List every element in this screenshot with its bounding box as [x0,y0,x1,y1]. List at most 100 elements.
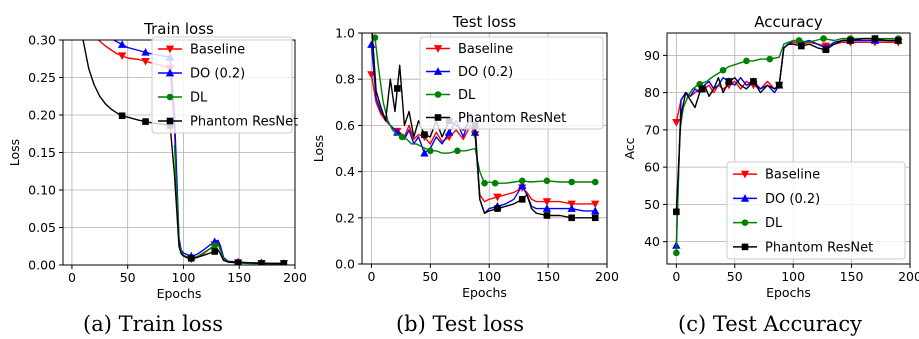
caption-test-accuracy: (c) Test Accuracy [678,312,862,336]
data-point [393,128,402,136]
data-point [518,177,526,185]
data-point [518,196,526,203]
x-tick-label: 100 [477,269,501,284]
x-tick-label: 50 [120,270,136,285]
y-axis-label: Loss [311,135,326,162]
data-point [822,46,830,54]
y-tick-label: 0.10 [28,183,56,198]
data-point [454,147,461,155]
chart-train-loss: 0 50 100 150 200 0.00 0.05 0.10 0.15 0.20 0.25 0.30… [7,20,307,301]
series-line-do-0-2- [112,40,284,265]
x-axis-label: Epochs [462,285,507,300]
data-point [394,85,401,92]
data-point [398,133,406,141]
legend-label: DO (0.2) [190,67,245,82]
y-tick-label: 90 [644,48,660,63]
data-point [420,148,429,157]
chart-title: Train loss [143,20,214,38]
data-point [141,57,150,66]
x-tick-label: 150 [840,269,864,284]
data-point [117,52,127,60]
y-tick-label: 0.4 [335,164,355,179]
x-tick-label: 150 [227,270,251,285]
legend-label: DL [765,216,783,231]
data-point [591,200,600,209]
data-point [211,242,218,249]
data-point [567,204,576,212]
data-point [444,128,454,136]
data-point [673,249,680,257]
x-tick-label: 0 [367,269,375,284]
legend-marker [740,194,750,202]
data-point [568,214,575,222]
chart-title: Accuracy [754,13,823,31]
x-tick-label: 0 [68,270,76,285]
data-point [775,81,783,89]
y-tick-label: 0.0 [335,257,355,272]
x-tick-label: 0 [672,269,680,284]
data-point [766,55,774,63]
legend-label: Baseline [765,168,820,183]
legend-label: Phantom ResNet [458,111,566,126]
legend-label: DL [458,88,476,103]
data-point [211,248,218,255]
legend-marker [165,68,175,77]
x-tick-label: 50 [422,269,438,284]
data-point [234,259,242,265]
legend-marker [740,170,750,179]
x-tick-label: 100 [172,270,196,285]
legend-marker [433,45,443,53]
legend: Baseline DO (0.2) DL Phantom ResNet [419,36,604,130]
data-point [719,66,727,74]
data-point [798,42,805,50]
legend-label: DO (0.2) [765,192,820,207]
data-point [142,118,149,125]
data-point [543,212,551,219]
data-point [568,178,575,186]
x-tick-label: 200 [595,269,619,284]
legend-marker [166,117,174,125]
caption-test-loss: (b) Test loss [396,312,524,336]
legend-label: Baseline [458,42,513,57]
data-point [368,18,375,25]
y-axis-label: Loss [7,139,22,166]
legend-marker [166,93,174,101]
series-group [672,35,903,257]
caption-train-loss: (a) Train loss [83,312,223,336]
y-tick-label: 0.05 [28,220,56,235]
legend-marker [741,219,749,226]
data-point [725,78,733,85]
x-tick-label: 200 [898,269,919,284]
legend-label: Baseline [190,43,245,58]
series-line-dl [173,144,284,265]
data-point [698,85,706,93]
legend: Baseline DO (0.2) DL Phantom ResNet [151,36,298,134]
data-point [118,112,126,120]
data-point [117,40,127,48]
data-point [491,179,499,187]
data-point [543,177,551,185]
chart-accuracy: 0 50 100 150 200 40 50 60 70 80 90 Accuracy Epochs Ac… [622,13,919,300]
data-point [743,57,750,65]
series-line-phantom-resnet [371,33,596,219]
data-point [847,37,854,44]
x-tick-label: 50 [727,269,743,284]
legend-label: Phantom ResNet [190,115,298,130]
legend: Baseline DO (0.2) DL Phantom ResNet [726,161,906,260]
y-tick-label: 0.20 [28,108,56,123]
y-tick-label: 0.30 [28,33,56,48]
legend-marker [433,67,443,75]
y-axis-label: Acc [622,137,637,159]
legend-marker [165,45,175,54]
data-point [591,206,600,215]
y-tick-label: 0.00 [28,258,56,273]
data-point [493,193,502,202]
data-point [481,179,488,187]
x-axis-label: Epochs [157,286,202,301]
data-point [895,37,902,44]
y-tick-label: 60 [644,160,660,175]
y-tick-label: 0.2 [335,210,355,225]
legend-marker [434,114,442,121]
legend-box [726,161,906,260]
